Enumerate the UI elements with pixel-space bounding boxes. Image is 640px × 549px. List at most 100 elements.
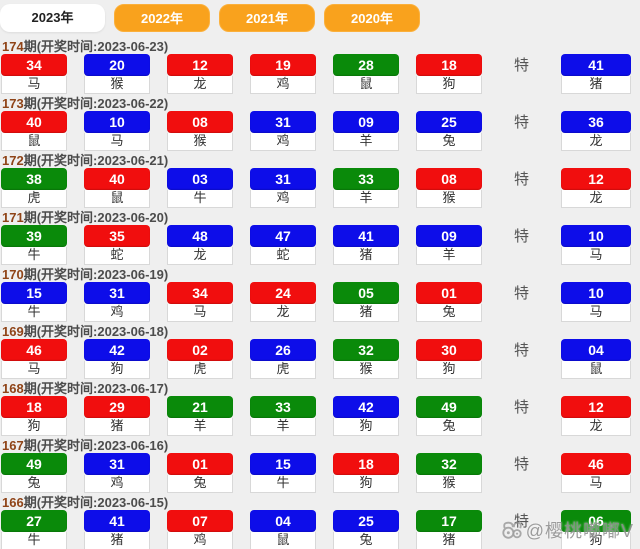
ball-number: 15 <box>1 282 67 304</box>
ball-zodiac-label: 狗 <box>84 361 150 379</box>
ball-zodiac-label: 马 <box>1 76 67 94</box>
ball-cell: 17 猪 <box>416 510 482 549</box>
ball-number: 25 <box>416 111 482 133</box>
ball-cell: 48 龙 <box>167 225 233 265</box>
ball-number: 03 <box>167 168 233 190</box>
ball-zodiac-label: 鼠 <box>250 532 316 549</box>
draw-period-header: 168期(开奖时间:2023-06-17) <box>2 382 640 396</box>
ball-number: 42 <box>333 396 399 418</box>
ball-cell: 19 鸡 <box>250 54 316 94</box>
draw-period-header: 174期(开奖时间:2023-06-23) <box>2 40 640 54</box>
draw-balls-row: 34 马 20 猴 12 龙 19 鸡 28 鼠 18 狗 特 41 猪 <box>1 54 640 94</box>
draw-time-label: 期(开奖时间:2023-06-22) <box>23 96 169 111</box>
draw-row: 167期(开奖时间:2023-06-16) 49 兔 31 鸡 01 兔 15 … <box>0 439 640 493</box>
period-number: 174 <box>2 39 24 54</box>
tab-year-2021[interactable]: 2021年 <box>219 4 315 32</box>
ball-cell: 03 牛 <box>167 168 233 208</box>
ball-number: 47 <box>250 225 316 247</box>
ball-cell: 09 羊 <box>333 111 399 151</box>
ball-zodiac-label: 龙 <box>167 247 233 265</box>
special-label: 特 <box>513 57 529 74</box>
ball-cell: 27 牛 <box>1 510 67 549</box>
ball-number: 34 <box>1 54 67 76</box>
ball-zodiac-label: 鼠 <box>1 133 67 151</box>
ball-cell: 18 狗 <box>1 396 67 436</box>
ball-cell: 35 蛇 <box>84 225 150 265</box>
special-label: 特 <box>513 513 529 530</box>
ball-cell: 49 兔 <box>416 396 482 436</box>
special-ball-cell: 12 龙 <box>561 396 631 436</box>
ball-number: 31 <box>250 111 316 133</box>
ball-cell: 04 鼠 <box>250 510 316 549</box>
ball-cell: 30 狗 <box>416 339 482 379</box>
ball-cell: 21 羊 <box>167 396 233 436</box>
ball-number: 09 <box>416 225 482 247</box>
ball-number: 09 <box>333 111 399 133</box>
draw-time-label: 期(开奖时间:2023-06-16) <box>23 438 169 453</box>
draw-balls-row: 38 虎 40 鼠 03 牛 31 鸡 33 羊 08 猴 特 12 龙 <box>1 168 640 208</box>
ball-number: 31 <box>84 282 150 304</box>
ball-cell: 32 猴 <box>333 339 399 379</box>
draw-period-header: 172期(开奖时间:2023-06-21) <box>2 154 640 168</box>
ball-cell: 07 鸡 <box>167 510 233 549</box>
draw-balls-row: 40 鼠 10 马 08 猴 31 鸡 09 羊 25 兔 特 36 龙 <box>1 111 640 151</box>
ball-number: 31 <box>250 168 316 190</box>
ball-number: 18 <box>333 453 399 475</box>
tab-year-2023[interactable]: 2023年 <box>0 4 105 32</box>
ball-cell: 15 牛 <box>1 282 67 322</box>
draw-period-header: 170期(开奖时间:2023-06-19) <box>2 268 640 282</box>
tab-year-2022[interactable]: 2022年 <box>114 4 210 32</box>
ball-number: 21 <box>167 396 233 418</box>
ball-number: 25 <box>333 510 399 532</box>
ball-zodiac-label: 猪 <box>416 532 482 549</box>
ball-cell: 02 虎 <box>167 339 233 379</box>
special-label: 特 <box>513 114 529 131</box>
ball-zodiac-label: 狗 <box>416 361 482 379</box>
ball-cell: 31 鸡 <box>84 282 150 322</box>
draw-row: 169期(开奖时间:2023-06-18) 46 马 42 狗 02 虎 26 … <box>0 325 640 379</box>
ball-zodiac-label: 马 <box>561 475 631 493</box>
draw-balls-row: 15 牛 31 鸡 34 马 24 龙 05 猪 01 兔 特 10 马 <box>1 282 640 322</box>
ball-number: 08 <box>167 111 233 133</box>
period-number: 168 <box>2 381 24 396</box>
ball-cell: 08 猴 <box>167 111 233 151</box>
period-number: 173 <box>2 96 24 111</box>
special-label: 特 <box>513 456 529 473</box>
draw-row: 170期(开奖时间:2023-06-19) 15 牛 31 鸡 34 马 24 … <box>0 268 640 322</box>
ball-number: 32 <box>416 453 482 475</box>
ball-number: 07 <box>167 510 233 532</box>
ball-zodiac-label: 狗 <box>333 475 399 493</box>
special-ball-cell: 06 狗 <box>561 510 631 549</box>
ball-cell: 41 猪 <box>333 225 399 265</box>
ball-cell: 31 鸡 <box>250 168 316 208</box>
ball-zodiac-label: 兔 <box>1 475 67 493</box>
period-number: 169 <box>2 324 24 339</box>
ball-number: 41 <box>333 225 399 247</box>
ball-number: 31 <box>84 453 150 475</box>
period-number: 170 <box>2 267 24 282</box>
ball-zodiac-label: 羊 <box>167 418 233 436</box>
ball-zodiac-label: 鼠 <box>333 76 399 94</box>
ball-zodiac-label: 猴 <box>167 133 233 151</box>
ball-number: 18 <box>416 54 482 76</box>
ball-cell: 10 马 <box>84 111 150 151</box>
ball-zodiac-label: 鼠 <box>84 190 150 208</box>
draw-balls-row: 49 兔 31 鸡 01 兔 15 牛 18 狗 32 猴 特 46 马 <box>1 453 640 493</box>
ball-zodiac-label: 马 <box>84 133 150 151</box>
draw-row: 172期(开奖时间:2023-06-21) 38 虎 40 鼠 03 牛 31 … <box>0 154 640 208</box>
ball-zodiac-label: 羊 <box>333 133 399 151</box>
ball-zodiac-label: 蛇 <box>84 247 150 265</box>
ball-zodiac-label: 牛 <box>1 247 67 265</box>
ball-zodiac-label: 猪 <box>84 418 150 436</box>
ball-zodiac-label: 牛 <box>250 475 316 493</box>
ball-cell: 33 羊 <box>250 396 316 436</box>
draw-row: 168期(开奖时间:2023-06-17) 18 狗 29 猪 21 羊 33 … <box>0 382 640 436</box>
ball-number: 24 <box>250 282 316 304</box>
ball-cell: 25 兔 <box>333 510 399 549</box>
ball-number: 19 <box>250 54 316 76</box>
period-number: 172 <box>2 153 24 168</box>
draw-balls-row: 39 牛 35 蛇 48 龙 47 蛇 41 猪 09 羊 特 10 马 <box>1 225 640 265</box>
ball-zodiac-label: 羊 <box>333 190 399 208</box>
ball-cell: 12 龙 <box>167 54 233 94</box>
tab-year-2020[interactable]: 2020年 <box>324 4 420 32</box>
